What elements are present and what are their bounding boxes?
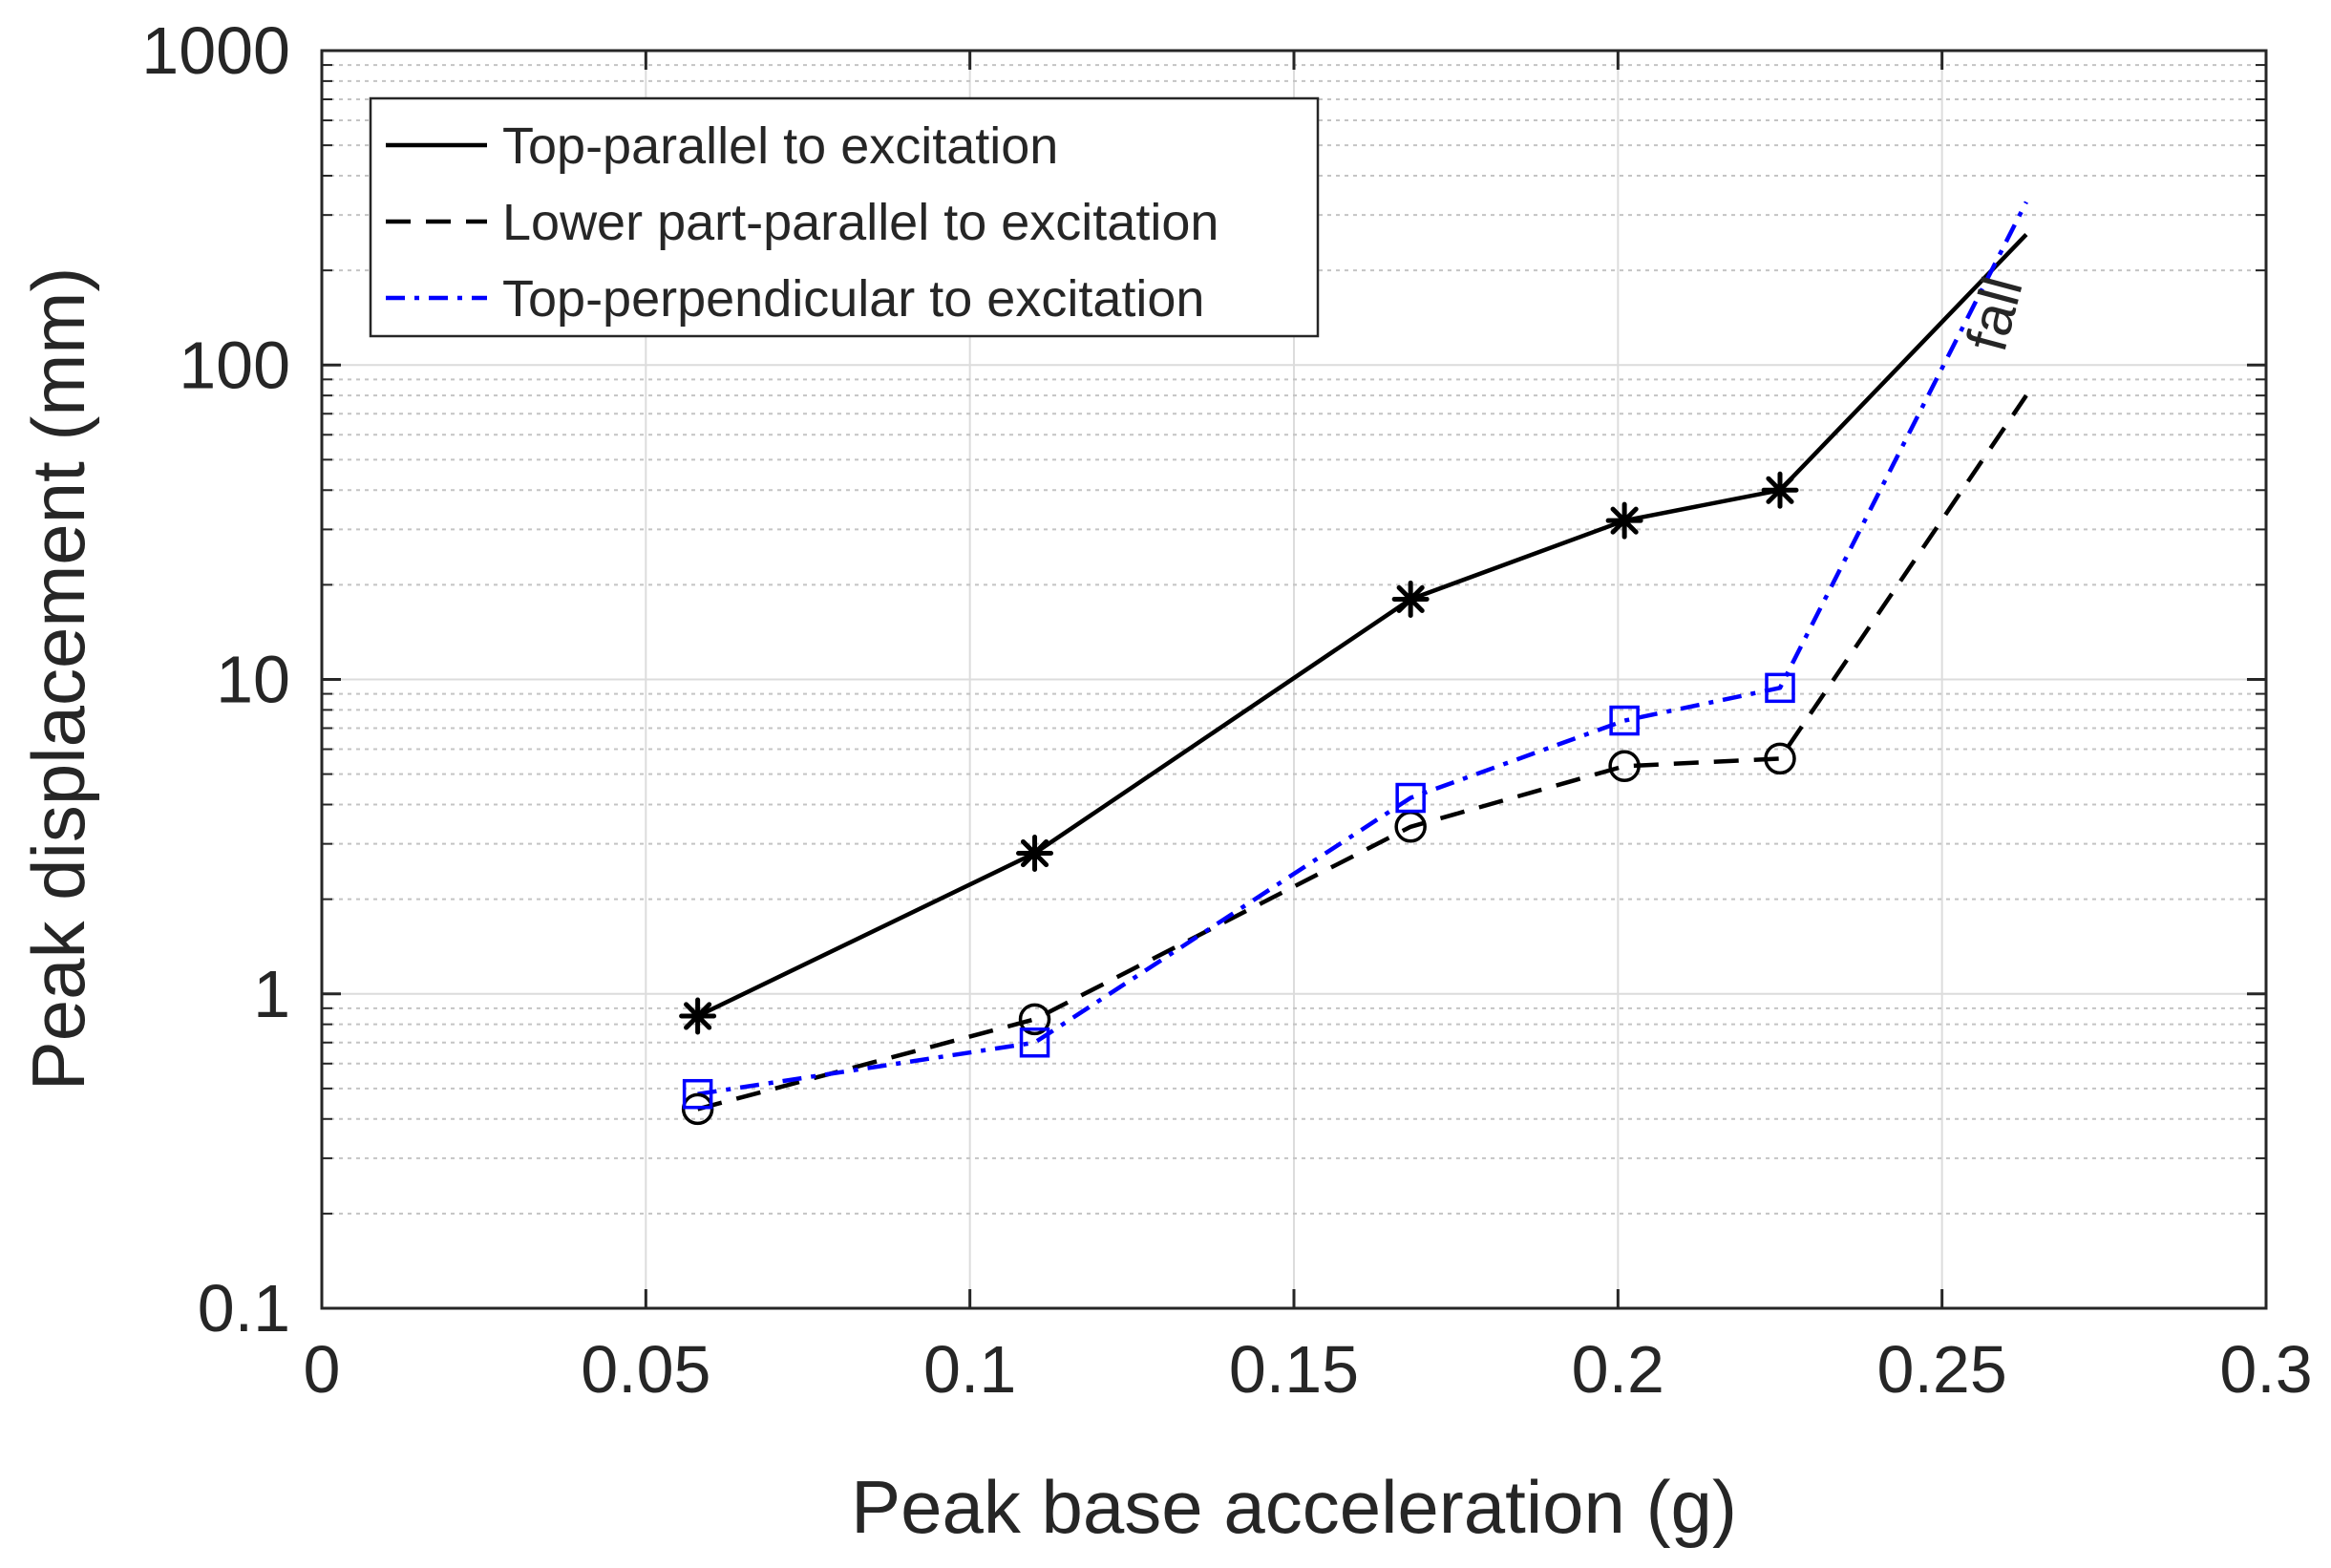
series-2-point [682,1078,713,1110]
x-tick-label: 0.25 [1877,1332,2007,1407]
y-tick-label: 1000 [141,13,290,88]
series-0-point [1391,580,1430,618]
series-0-point [1605,501,1643,540]
series-2-point [1609,705,1640,736]
y-tick-label: 0.1 [198,1271,290,1346]
x-tick-label: 0.15 [1229,1332,1359,1407]
x-tick-label: 0.2 [1572,1332,1664,1407]
y-tick-label: 10 [216,643,290,717]
y-axis-label: Peak displacement (mm) [16,267,100,1091]
y-tick-label: 100 [179,328,290,402]
series-2-point [1765,672,1795,704]
legend-label: Top-perpendicular to excitation [502,270,1204,328]
x-tick-label: 0.1 [923,1332,1016,1407]
legend-label: Lower part-parallel to excitation [502,194,1218,251]
series-0-point [1016,835,1054,873]
series-0-point [1761,471,1799,509]
x-tick-label: 0.3 [2219,1332,2312,1407]
series-2-point [1395,782,1426,814]
series-1-point [1608,750,1641,783]
legend-label: Top-parallel to excitation [502,117,1058,175]
ticks-group: 0 0.05 0.1 0.15 0.2 0.25 0.3 0.1 1 10 100 1000 [141,13,2312,1407]
legend-box [369,96,1320,338]
series-line-2 [697,201,2028,1096]
y-tick-label: 1 [253,957,290,1031]
series-line-1 [697,393,2028,1112]
series-line-0 [696,233,2028,1019]
series-1-point [1018,1003,1051,1036]
x-axis-label: Peak base acceleration (g) [851,1465,1737,1549]
series-1-point [1764,742,1796,775]
x-tick-label: 0.05 [581,1332,710,1407]
series-0-point [679,997,717,1035]
series-2-point [1019,1028,1050,1058]
series-group [679,201,2028,1126]
x-tick-label: 0 [304,1332,341,1407]
legend: Top-parallel to excitation Lower part-par… [369,96,1320,338]
